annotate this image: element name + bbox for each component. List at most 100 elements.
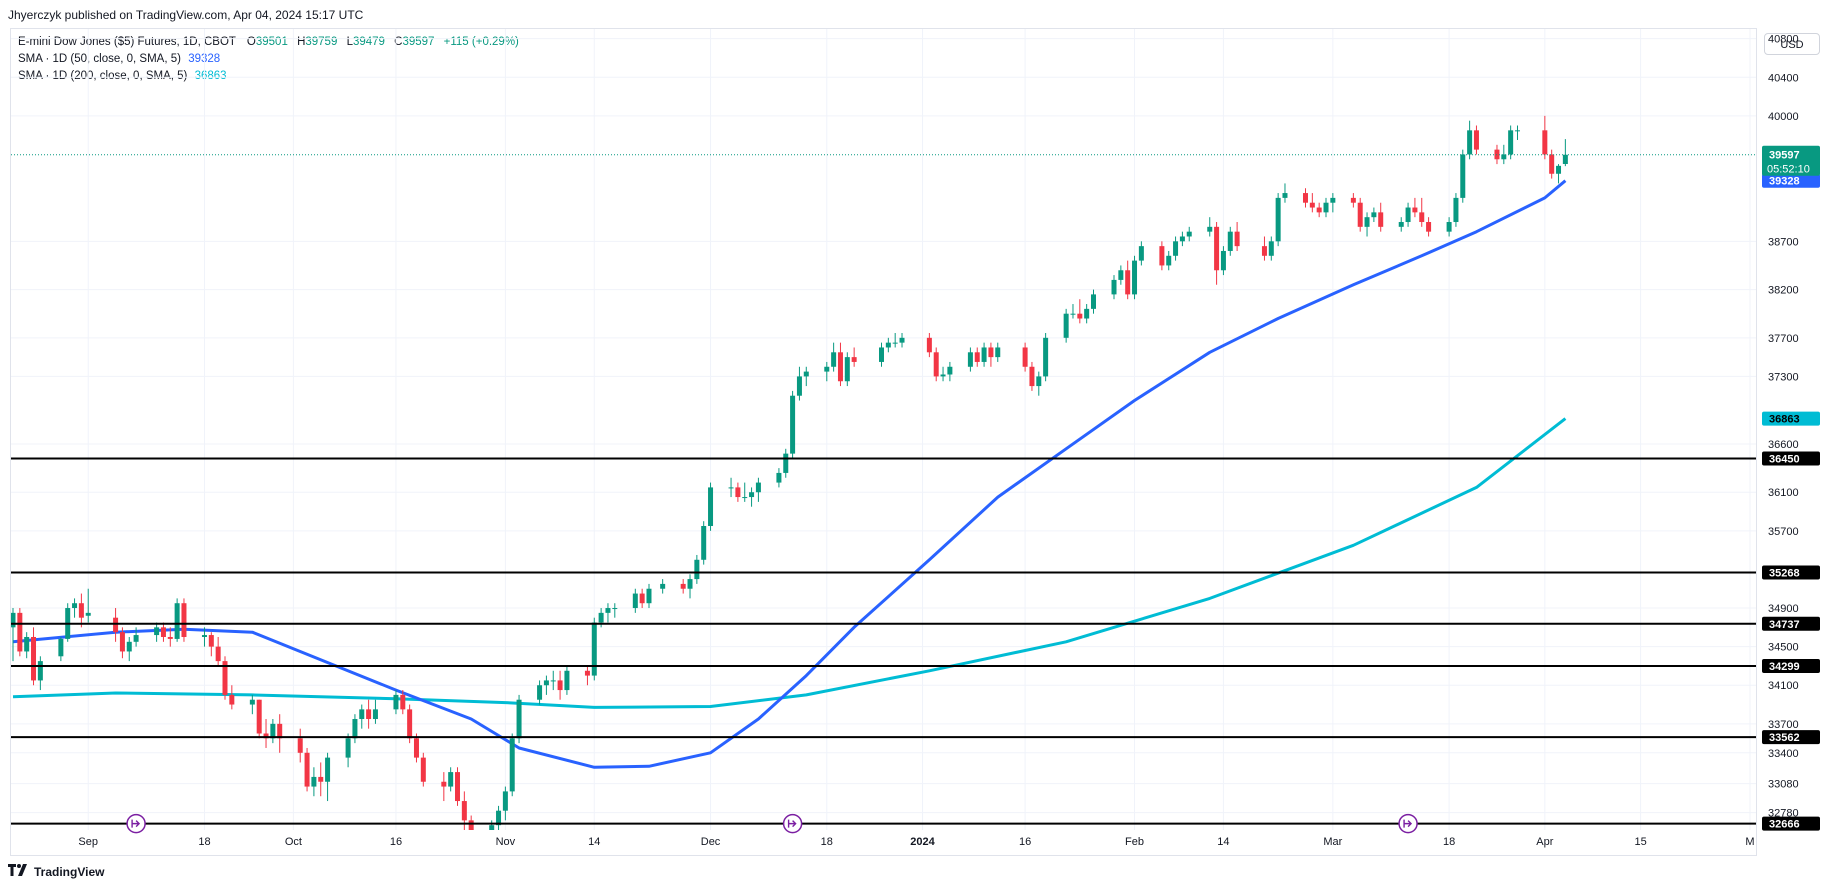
candle[interactable] (967, 347, 973, 372)
candle[interactable] (612, 603, 618, 618)
candle[interactable] (1460, 149, 1466, 203)
candle[interactable] (776, 468, 782, 488)
candle[interactable] (1186, 226, 1192, 242)
candle[interactable] (413, 733, 419, 763)
candle[interactable] (639, 588, 645, 609)
candle[interactable] (58, 636, 64, 662)
candle[interactable] (1090, 289, 1096, 314)
candle[interactable] (749, 487, 755, 507)
candle[interactable] (277, 714, 283, 753)
event-marker-icon[interactable] (1398, 813, 1418, 834)
candle[interactable] (400, 690, 406, 715)
candle[interactable] (509, 733, 515, 797)
candle[interactable] (1043, 332, 1049, 382)
candle[interactable] (926, 332, 932, 358)
candle[interactable] (1077, 299, 1083, 324)
candle[interactable] (1309, 193, 1315, 213)
candle[interactable] (420, 752, 426, 787)
candle[interactable] (1207, 217, 1213, 237)
candle[interactable] (728, 477, 734, 498)
candle[interactable] (1323, 197, 1329, 218)
candle[interactable] (605, 603, 611, 623)
candle[interactable] (489, 820, 495, 854)
candle[interactable] (940, 366, 946, 382)
candle[interactable] (119, 627, 125, 659)
candle[interactable] (1138, 241, 1144, 266)
candle[interactable] (537, 680, 543, 705)
candle[interactable] (1562, 139, 1568, 167)
candle[interactable] (1282, 183, 1288, 203)
candle[interactable] (229, 685, 235, 710)
tradingview-logo[interactable]: TradingView (8, 864, 104, 879)
candle[interactable] (981, 342, 987, 367)
candle[interactable] (1125, 260, 1131, 300)
candle[interactable] (448, 767, 454, 792)
candle[interactable] (113, 608, 119, 642)
candle[interactable] (1542, 115, 1548, 160)
candle[interactable] (372, 699, 378, 724)
currency-button[interactable]: USD (1764, 33, 1820, 55)
candle[interactable] (694, 554, 700, 584)
candle[interactable] (31, 627, 37, 686)
candle[interactable] (1214, 222, 1220, 285)
candle[interactable] (502, 786, 508, 821)
candle[interactable] (1357, 197, 1363, 232)
legend-sma200-row[interactable]: SMA · 1D (200, close, 0, SMA, 5) 36863 (18, 68, 519, 85)
candle[interactable] (1446, 217, 1452, 237)
candle[interactable] (831, 342, 837, 372)
candle[interactable] (824, 361, 830, 382)
candle[interactable] (1179, 231, 1185, 247)
candle[interactable] (352, 714, 358, 744)
candle[interactable] (297, 728, 303, 763)
candle[interactable] (181, 598, 187, 642)
candle[interactable] (1063, 308, 1069, 343)
candle[interactable] (11, 608, 16, 662)
candle[interactable] (1084, 304, 1090, 324)
candle[interactable] (790, 390, 796, 459)
candle[interactable] (543, 675, 549, 695)
candle[interactable] (1268, 236, 1274, 261)
candle[interactable] (208, 632, 214, 657)
candle[interactable] (24, 632, 30, 659)
candle[interactable] (796, 366, 802, 401)
candle[interactable] (1501, 144, 1507, 165)
candle[interactable] (1473, 125, 1479, 155)
candle[interactable] (249, 694, 255, 715)
candle[interactable] (755, 477, 761, 502)
candle[interactable] (851, 347, 857, 367)
candle[interactable] (516, 694, 522, 744)
candle[interactable] (947, 361, 953, 382)
candle[interactable] (1330, 193, 1336, 213)
candle[interactable] (1426, 217, 1432, 237)
candle[interactable] (1412, 197, 1418, 218)
candle[interactable] (1508, 125, 1514, 160)
candle[interactable] (844, 352, 850, 387)
candle[interactable] (632, 588, 638, 613)
candle[interactable] (783, 448, 789, 478)
candle[interactable] (1118, 265, 1124, 285)
candle[interactable] (892, 332, 898, 348)
candle[interactable] (1405, 202, 1411, 227)
candle[interactable] (1159, 241, 1165, 271)
candle[interactable] (1070, 304, 1076, 319)
candle[interactable] (318, 762, 324, 797)
event-marker-icon[interactable] (126, 813, 146, 834)
candle[interactable] (65, 603, 71, 642)
candle[interactable] (256, 699, 262, 739)
candle[interactable] (742, 482, 748, 502)
candle[interactable] (304, 747, 310, 792)
candle[interactable] (1316, 202, 1322, 218)
candle[interactable] (222, 656, 228, 700)
candle[interactable] (708, 482, 714, 531)
candle[interactable] (1467, 120, 1473, 160)
candle[interactable] (1132, 255, 1138, 300)
candle[interactable] (126, 636, 132, 662)
candle[interactable] (133, 627, 139, 647)
candle[interactable] (496, 805, 502, 835)
candle[interactable] (557, 670, 563, 700)
candle[interactable] (17, 608, 23, 657)
candle[interactable] (701, 521, 707, 565)
candle[interactable] (311, 767, 317, 797)
candle[interactable] (359, 704, 365, 729)
candle[interactable] (1453, 193, 1459, 227)
